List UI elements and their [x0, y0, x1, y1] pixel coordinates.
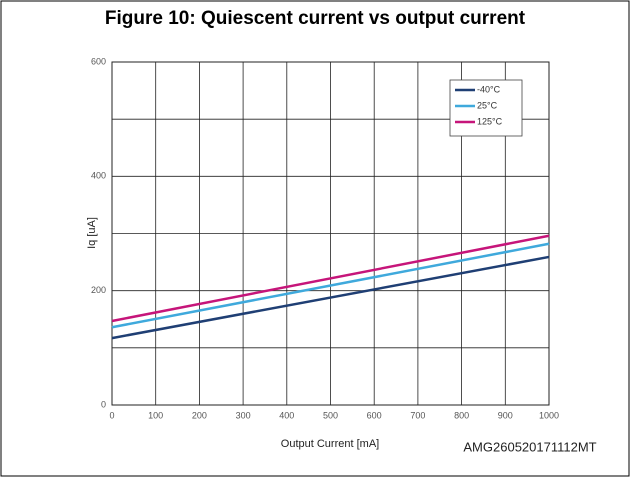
- x-tick-label: 300: [236, 410, 251, 420]
- legend-label: -40°C: [477, 84, 501, 94]
- x-tick-label: 800: [454, 410, 469, 420]
- x-tick-label: 500: [323, 410, 338, 420]
- chart-title: Figure 10: Quiescent current vs output c…: [105, 8, 526, 29]
- x-tick-label: 400: [279, 410, 294, 420]
- x-tick-label: 1000: [539, 410, 559, 420]
- legend-label: 125°C: [477, 116, 503, 126]
- x-tick-label: 700: [410, 410, 425, 420]
- x-tick-label: 0: [109, 410, 114, 420]
- y-tick-label: 600: [91, 56, 106, 66]
- y-tick-label: 400: [91, 171, 106, 181]
- y-tick-label: 0: [101, 399, 106, 409]
- y-axis-label: Iq [uA]: [86, 217, 98, 249]
- series-line: [111, 242, 550, 329]
- annotation: AMG260520171112MT: [463, 439, 596, 454]
- series-line: [111, 255, 550, 340]
- x-axis-label: Output Current [mA]: [281, 438, 379, 450]
- x-tick-label: 100: [148, 410, 163, 420]
- legend-label: 25°C: [477, 100, 498, 110]
- plot-frame: [111, 61, 550, 406]
- x-tick-label: 600: [367, 410, 382, 420]
- y-tick-label: 200: [91, 285, 106, 295]
- x-tick-label: 900: [498, 410, 513, 420]
- series-line: [111, 234, 550, 323]
- x-tick-label: 200: [192, 410, 207, 420]
